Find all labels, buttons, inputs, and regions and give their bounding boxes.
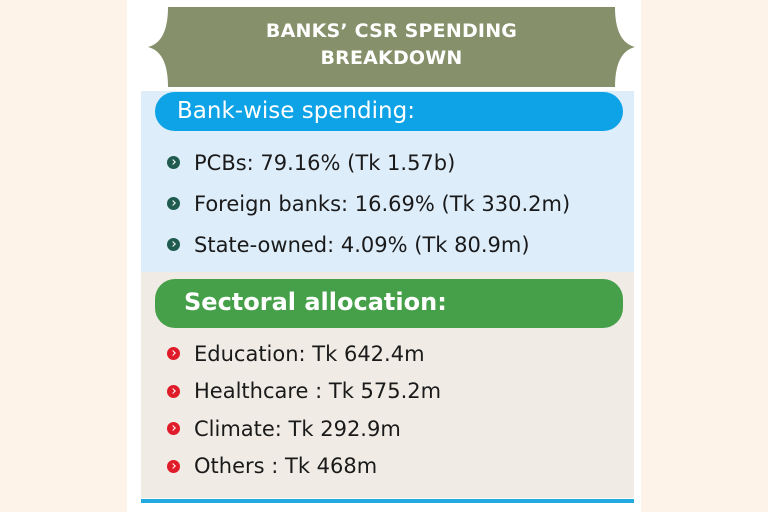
- item-text: Healthcare : Tk 575.2m: [194, 379, 442, 404]
- infographic-card: BANKS’ CSR SPENDING BREAKDOWN Bank-wise …: [127, 0, 641, 512]
- item-text: Others : Tk 468m: [194, 454, 378, 479]
- title-line-2: BREAKDOWN: [320, 47, 463, 69]
- chevron-bullet-icon: [167, 197, 180, 210]
- chevron-bullet-icon: [167, 238, 180, 251]
- list-item: Healthcare : Tk 575.2m: [167, 373, 441, 411]
- chevron-bullet-icon: [167, 384, 180, 398]
- list-item: Foreign banks: 16.69% (Tk 330.2m): [167, 183, 570, 224]
- sectoral-list: Education: Tk 642.4m Healthcare : Tk 575…: [167, 335, 441, 485]
- bank-wise-list: PCBs: 79.16% (Tk 1.57b) Foreign banks: 1…: [167, 142, 570, 265]
- bottom-divider: [141, 499, 634, 503]
- chevron-bullet-icon: [167, 156, 180, 169]
- chevron-bullet-icon: [167, 347, 180, 361]
- sectoral-section: Sectoral allocation: Education: Tk 642.4…: [141, 272, 634, 498]
- list-item: Others : Tk 468m: [167, 448, 441, 486]
- list-item: PCBs: 79.16% (Tk 1.57b): [167, 142, 570, 183]
- banner-shape-icon: [148, 7, 635, 87]
- bank-wise-section: Bank-wise spending: PCBs: 79.16% (Tk 1.5…: [141, 91, 634, 272]
- list-item: State-owned: 4.09% (Tk 80.9m): [167, 224, 570, 265]
- bank-wise-heading: Bank-wise spending:: [155, 92, 623, 131]
- title-banner: BANKS’ CSR SPENDING BREAKDOWN: [148, 7, 635, 87]
- title-line-1: BANKS’ CSR SPENDING: [265, 20, 518, 42]
- item-text: PCBs: 79.16% (Tk 1.57b): [194, 150, 456, 175]
- page-title: BANKS’ CSR SPENDING BREAKDOWN: [148, 18, 635, 72]
- list-item: Education: Tk 642.4m: [167, 335, 441, 373]
- item-text: State-owned: 4.09% (Tk 80.9m): [194, 232, 530, 257]
- chevron-bullet-icon: [167, 422, 180, 436]
- list-item: Climate: Tk 292.9m: [167, 410, 441, 448]
- item-text: Climate: Tk 292.9m: [194, 416, 401, 441]
- item-text: Foreign banks: 16.69% (Tk 330.2m): [194, 191, 571, 216]
- chevron-bullet-icon: [167, 459, 180, 473]
- sectoral-heading: Sectoral allocation:: [155, 279, 623, 328]
- item-text: Education: Tk 642.4m: [194, 341, 425, 366]
